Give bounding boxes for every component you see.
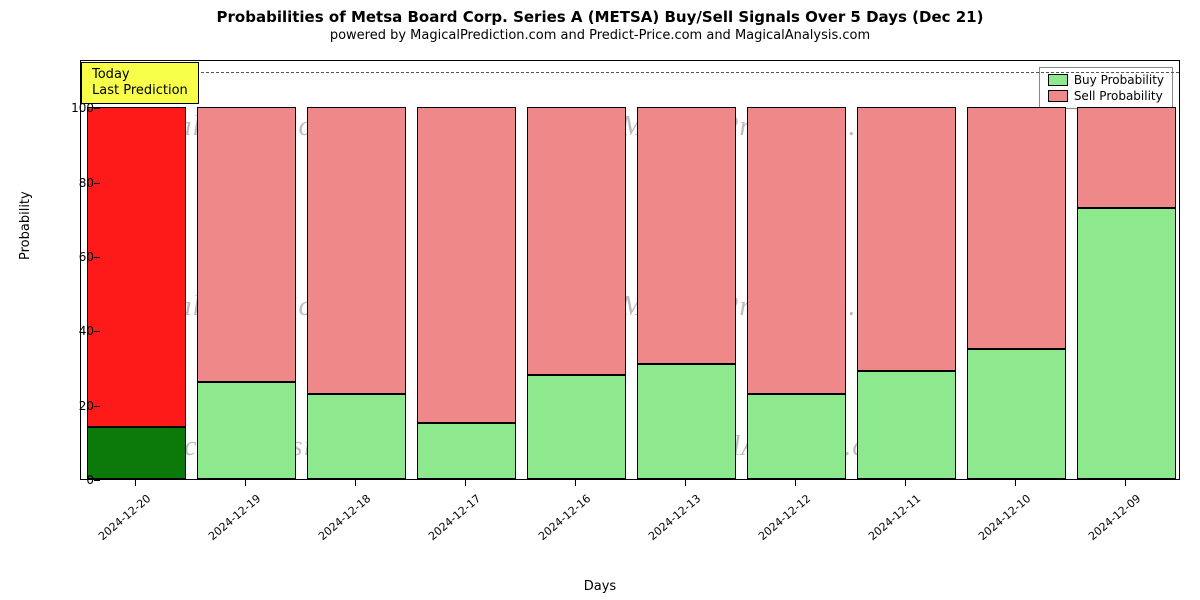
x-tick-mark — [355, 480, 356, 486]
bar-sell — [307, 107, 406, 393]
x-tick-label: 2024-12-19 — [194, 492, 264, 553]
y-tick-label: 20 — [54, 399, 94, 413]
bar-sell — [1077, 107, 1176, 207]
bar-buy — [307, 394, 406, 479]
x-tick-label: 2024-12-17 — [414, 492, 484, 553]
bar-sell — [637, 107, 736, 363]
plot-area: MagicalPrediction.com MagicalPrediction.… — [80, 60, 1180, 480]
y-tick-label: 100 — [54, 101, 94, 115]
chart-area: MagicalPrediction.com MagicalPrediction.… — [80, 60, 1180, 480]
y-tick-mark — [94, 331, 100, 332]
bar-buy — [967, 349, 1066, 479]
bar-buy — [417, 423, 516, 479]
x-tick-mark — [245, 480, 246, 486]
bar-group — [857, 59, 956, 479]
bar-sell — [87, 107, 186, 427]
x-tick-label: 2024-12-10 — [964, 492, 1034, 553]
today-annotation: Today Last Prediction — [81, 62, 199, 105]
x-tick-mark — [1015, 480, 1016, 486]
x-tick-label: 2024-12-12 — [744, 492, 814, 553]
bar-group — [747, 59, 846, 479]
bar-group — [1077, 59, 1176, 479]
bar-sell — [857, 107, 956, 371]
x-tick-mark — [685, 480, 686, 486]
x-tick-mark — [1125, 480, 1126, 486]
x-axis-label: Days — [0, 579, 1200, 594]
y-tick-mark — [94, 183, 100, 184]
x-tick-mark — [465, 480, 466, 486]
chart-subtitle: powered by MagicalPrediction.com and Pre… — [0, 26, 1200, 47]
bar-group — [527, 59, 626, 479]
y-tick-label: 40 — [54, 324, 94, 338]
x-tick-label: 2024-12-16 — [524, 492, 594, 553]
y-tick-mark — [94, 108, 100, 109]
y-tick-mark — [94, 257, 100, 258]
bar-buy — [1077, 208, 1176, 479]
bar-buy — [637, 364, 736, 479]
bar-group — [967, 59, 1066, 479]
x-tick-mark — [905, 480, 906, 486]
chart-title: Probabilities of Metsa Board Corp. Serie… — [0, 0, 1200, 26]
x-tick-mark — [135, 480, 136, 486]
x-tick-label: 2024-12-11 — [854, 492, 924, 553]
bar-sell — [527, 107, 626, 375]
bar-buy — [87, 427, 186, 479]
bar-buy — [197, 382, 296, 479]
bar-group — [637, 59, 736, 479]
bar-group — [417, 59, 516, 479]
y-tick-label: 80 — [54, 176, 94, 190]
x-tick-mark — [795, 480, 796, 486]
y-axis-label: Probability — [18, 191, 33, 260]
bar-buy — [857, 371, 956, 479]
x-tick-label: 2024-12-13 — [634, 492, 704, 553]
bar-buy — [747, 394, 846, 479]
bar-group — [87, 59, 186, 479]
bar-group — [197, 59, 296, 479]
bar-sell — [747, 107, 846, 393]
bar-group — [307, 59, 406, 479]
y-tick-mark — [94, 480, 100, 481]
x-tick-mark — [575, 480, 576, 486]
y-tick-mark — [94, 406, 100, 407]
bar-sell — [417, 107, 516, 423]
x-tick-label: 2024-12-09 — [1074, 492, 1144, 553]
x-tick-label: 2024-12-20 — [84, 492, 154, 553]
x-tick-label: 2024-12-18 — [304, 492, 374, 553]
y-tick-label: 60 — [54, 250, 94, 264]
bar-sell — [197, 107, 296, 382]
bar-buy — [527, 375, 626, 479]
y-tick-label: 0 — [54, 473, 94, 487]
bar-sell — [967, 107, 1066, 349]
